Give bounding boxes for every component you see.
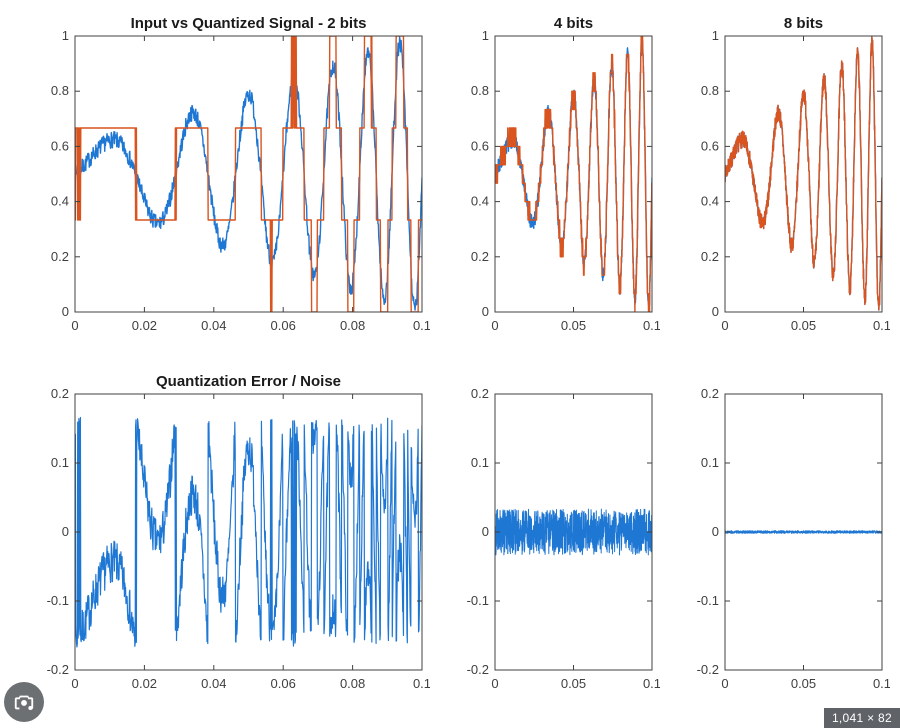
camera-search-icon: [13, 691, 35, 713]
quantization-error-line: [725, 531, 882, 534]
x-tick-label: 0.05: [791, 318, 816, 333]
y-tick-label: -0.1: [47, 593, 69, 608]
y-tick-label: 0.8: [701, 83, 719, 98]
x-tick-label: 0.02: [132, 318, 157, 333]
y-tick-label: 0.6: [471, 138, 489, 153]
y-tick-label: 0.2: [51, 249, 69, 264]
google-lens-icon[interactable]: [4, 682, 44, 722]
chart-title: Input vs Quantized Signal - 2 bits: [131, 15, 367, 32]
quantization-error-line: [75, 417, 422, 646]
y-tick-label: -0.1: [697, 593, 719, 608]
x-tick-label: 0.1: [873, 676, 890, 691]
x-tick-label: 0.06: [271, 318, 296, 333]
y-tick-label: 1: [712, 28, 719, 43]
y-tick-label: -0.2: [47, 662, 69, 677]
y-tick-label: 0.1: [471, 455, 489, 470]
x-tick-label: 0.08: [340, 676, 365, 691]
panel-4bits-error: 0 0.05 0.1 -0.2 -0.1 0 0.1 0.2: [450, 368, 660, 698]
y-tick-label: 0.2: [471, 386, 489, 401]
x-tick-label: 0.04: [201, 318, 226, 333]
axes-box: [75, 36, 422, 312]
y-tick-label: 0.6: [701, 138, 719, 153]
y-tick-label: 0: [482, 304, 489, 319]
panel-2bits-signal: Input vs Quantized Signal - 2 bits 0 0.02 0…: [30, 10, 430, 340]
y-tick-label: 1: [482, 28, 489, 43]
panel-8bits-error: 0 0.05 0.1 -0.2 -0.1 0 0.1 0.2: [680, 368, 890, 698]
quantized-signal-line: [725, 37, 882, 310]
x-tick-label: 0: [491, 318, 498, 333]
y-tick-label: 0: [62, 524, 69, 539]
y-tick-label: 0.2: [51, 386, 69, 401]
x-tick-label: 0.1: [643, 318, 660, 333]
x-tick-label: 0.08: [340, 318, 365, 333]
quantized-signal-line: [495, 36, 652, 312]
x-tick-label: 0: [491, 676, 498, 691]
y-tick-label: 0.6: [51, 138, 69, 153]
quantized-signal-line: [75, 36, 422, 312]
y-tick-label: 0.1: [701, 455, 719, 470]
panel-8bits-signal: 8 bits 0 0.05 0.1 0 0.2 0.4 0.6 0.8 1: [680, 10, 890, 340]
x-tick-label: 0.02: [132, 676, 157, 691]
axes-box: [75, 394, 422, 670]
x-tick-label: 0.06: [271, 676, 296, 691]
x-tick-label: 0: [71, 676, 78, 691]
x-tick-label: 0.1: [873, 318, 890, 333]
y-tick-label: 1: [62, 28, 69, 43]
y-tick-label: 0.2: [701, 249, 719, 264]
chart-grid: Input vs Quantized Signal - 2 bits 0 0.02 0…: [0, 0, 900, 698]
dimension-text: 1,041 × 82: [832, 711, 892, 725]
x-tick-label: 0.05: [561, 676, 586, 691]
x-tick-label: 0: [71, 318, 78, 333]
y-tick-label: -0.1: [467, 593, 489, 608]
chart-title: 8 bits: [784, 15, 823, 32]
x-tick-label: 0.1: [413, 676, 430, 691]
chart-title: Quantization Error / Noise: [156, 373, 341, 390]
y-tick-label: 0.4: [701, 194, 719, 209]
x-tick-label: 0.05: [561, 318, 586, 333]
y-tick-label: 0: [482, 524, 489, 539]
y-tick-label: 0.4: [471, 194, 489, 209]
y-tick-label: 0.2: [471, 249, 489, 264]
chart-title: 4 bits: [554, 15, 593, 32]
y-tick-label: -0.2: [467, 662, 489, 677]
panel-4bits-signal: 4 bits 0 0.05 0.1 0 0.2 0.4 0.6 0.8 1: [450, 10, 660, 340]
panel-2bits-error: Quantization Error / Noise 0 0.02 0.04 0.06 0…: [30, 368, 430, 698]
y-tick-label: 0: [712, 304, 719, 319]
x-tick-label: 0.1: [413, 318, 430, 333]
y-tick-label: 0.8: [471, 83, 489, 98]
x-tick-label: 0.05: [791, 676, 816, 691]
quantization-error-line: [495, 509, 652, 555]
input-signal-line: [75, 37, 422, 310]
y-tick-label: 0.4: [51, 194, 69, 209]
y-tick-label: 0.2: [701, 386, 719, 401]
dimension-badge: 1,041 × 82: [824, 708, 900, 728]
x-tick-label: 0: [721, 318, 728, 333]
x-tick-label: 0: [721, 676, 728, 691]
y-tick-label: 0: [62, 304, 69, 319]
y-tick-label: 0: [712, 524, 719, 539]
x-tick-label: 0.1: [643, 676, 660, 691]
y-tick-label: 0.1: [51, 455, 69, 470]
y-tick-label: 0.8: [51, 83, 69, 98]
x-tick-label: 0.04: [201, 676, 226, 691]
y-tick-label: -0.2: [697, 662, 719, 677]
